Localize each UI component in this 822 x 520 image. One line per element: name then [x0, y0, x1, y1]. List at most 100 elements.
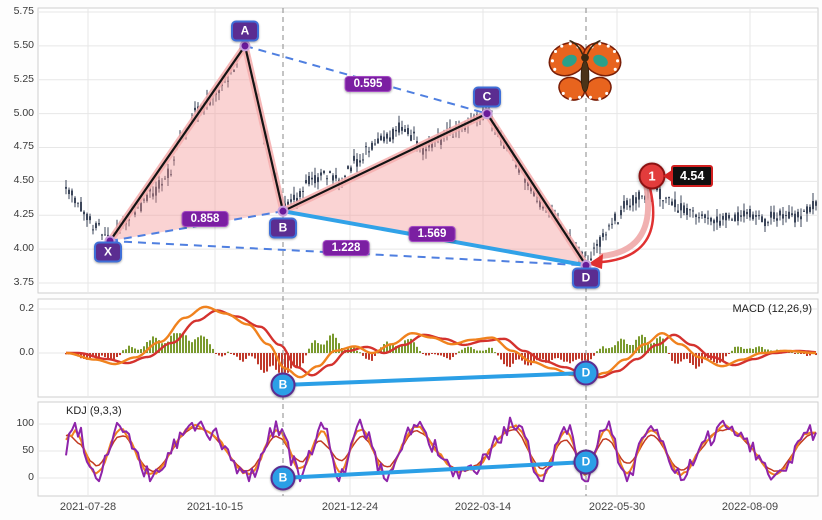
candle-body: [86, 213, 88, 221]
candle-body: [173, 159, 175, 161]
candle-body: [89, 216, 91, 221]
candle-body: [311, 177, 313, 180]
candle-body: [710, 217, 712, 222]
macd-histogram-bar: [398, 345, 400, 353]
candle-body: [725, 212, 727, 221]
candle-body: [659, 188, 661, 200]
macd-histogram-bar: [404, 340, 406, 353]
candle-body: [803, 210, 805, 212]
candle-body: [302, 190, 304, 192]
macd-histogram-bar: [518, 353, 520, 360]
macd-histogram-bar: [551, 353, 553, 360]
macd-histogram-bar: [191, 342, 193, 353]
candle-body: [218, 90, 220, 94]
macd-histogram-bar: [587, 353, 589, 362]
macd-histogram-bar: [575, 353, 577, 360]
candle-body: [392, 128, 394, 140]
pattern-point-B[interactable]: B: [269, 217, 297, 239]
y-tick-main: 4.75: [13, 140, 34, 152]
projection-arrowhead: [588, 254, 603, 269]
projection-curve: [600, 186, 655, 264]
macd-histogram-bar: [221, 353, 223, 357]
candle-body: [308, 175, 310, 185]
macd-histogram-bar: [335, 337, 337, 353]
candle-body: [731, 219, 733, 221]
macd-histogram-bar: [554, 353, 556, 359]
macd-histogram-bar: [692, 353, 694, 365]
macd-histogram-bar: [416, 346, 418, 353]
macd-histogram-bar: [512, 353, 514, 364]
candle-body: [143, 199, 145, 201]
candle-body: [785, 215, 787, 217]
macd-histogram-bar: [806, 353, 808, 356]
candle-body: [536, 200, 538, 202]
macd-histogram-bar: [647, 342, 649, 353]
candle-body: [539, 198, 541, 208]
macd-marker-B[interactable]: B: [270, 372, 296, 398]
macd-histogram-bar: [602, 346, 604, 353]
kdj-marker-D[interactable]: D: [573, 449, 599, 475]
macd-histogram-bar: [809, 353, 811, 356]
macd-histogram-bar: [194, 339, 196, 353]
pattern-point-A[interactable]: A: [231, 20, 259, 42]
macd-histogram-bar: [653, 342, 655, 353]
candle-body: [362, 159, 364, 161]
macd-histogram-bar: [695, 353, 697, 369]
macd-histogram-bar: [503, 353, 505, 365]
macd-marker-D[interactable]: D: [573, 360, 599, 386]
candle-body: [767, 222, 769, 224]
butterfly-icon: [548, 39, 622, 101]
candle-body: [665, 197, 667, 199]
candle-body: [74, 197, 76, 204]
macd-histogram-bar: [725, 353, 727, 357]
macd-histogram-bar: [83, 353, 85, 359]
pattern-point-X[interactable]: X: [94, 241, 122, 263]
y-tick-main: 5.00: [13, 107, 34, 119]
macd-histogram-bar: [167, 341, 169, 353]
macd-histogram-bar: [419, 351, 421, 353]
macd-histogram-bar: [326, 340, 328, 353]
candle-body: [128, 218, 130, 221]
macd-histogram-bar: [287, 353, 289, 373]
candle-body: [815, 201, 817, 206]
candle-body: [365, 146, 367, 148]
pattern-leg: [243, 44, 285, 213]
candle-body: [755, 215, 757, 217]
current-point-marker[interactable]: 1: [638, 162, 666, 190]
macd-histogram-bar: [734, 346, 736, 353]
macd-histogram-bar: [428, 353, 430, 356]
macd-histogram-bar: [260, 353, 262, 370]
candle-body: [293, 194, 295, 200]
kdj-marker-B[interactable]: B: [270, 465, 296, 491]
candle-body: [290, 199, 292, 202]
candle-body: [431, 141, 433, 148]
y-tick-main: 4.25: [13, 208, 34, 220]
pattern-point-C[interactable]: C: [473, 86, 501, 108]
candle-body: [737, 212, 739, 221]
macd-histogram-bar: [257, 353, 259, 365]
macd-histogram-bar: [203, 336, 205, 353]
macd-histogram-bar: [185, 335, 187, 353]
macd-histogram-bar: [458, 351, 460, 353]
macd-histogram-bar: [299, 353, 301, 367]
macd-histogram-bar: [470, 347, 472, 353]
candle-body: [623, 201, 625, 209]
macd-histogram-bar: [431, 353, 433, 354]
macd-histogram-bar: [230, 353, 232, 354]
macd-histogram-bar: [746, 348, 748, 353]
macd-histogram-bar: [704, 353, 706, 360]
kdj-divergence-line: [281, 460, 588, 480]
macd-histogram-bar: [539, 353, 541, 359]
candle-body: [401, 126, 403, 131]
candle-body: [704, 214, 706, 219]
pattern-leg: [485, 112, 588, 267]
candle-body: [626, 200, 628, 206]
pattern-point-D[interactable]: D: [572, 267, 600, 289]
x-tick-date: 2022-05-30: [588, 501, 646, 513]
macd-histogram-bar: [482, 350, 484, 353]
ratio-label-xb: 0.858: [181, 211, 229, 227]
macd-histogram-bar: [137, 349, 139, 353]
macd-histogram-bar: [605, 348, 607, 353]
macd-histogram-bar: [293, 353, 295, 366]
